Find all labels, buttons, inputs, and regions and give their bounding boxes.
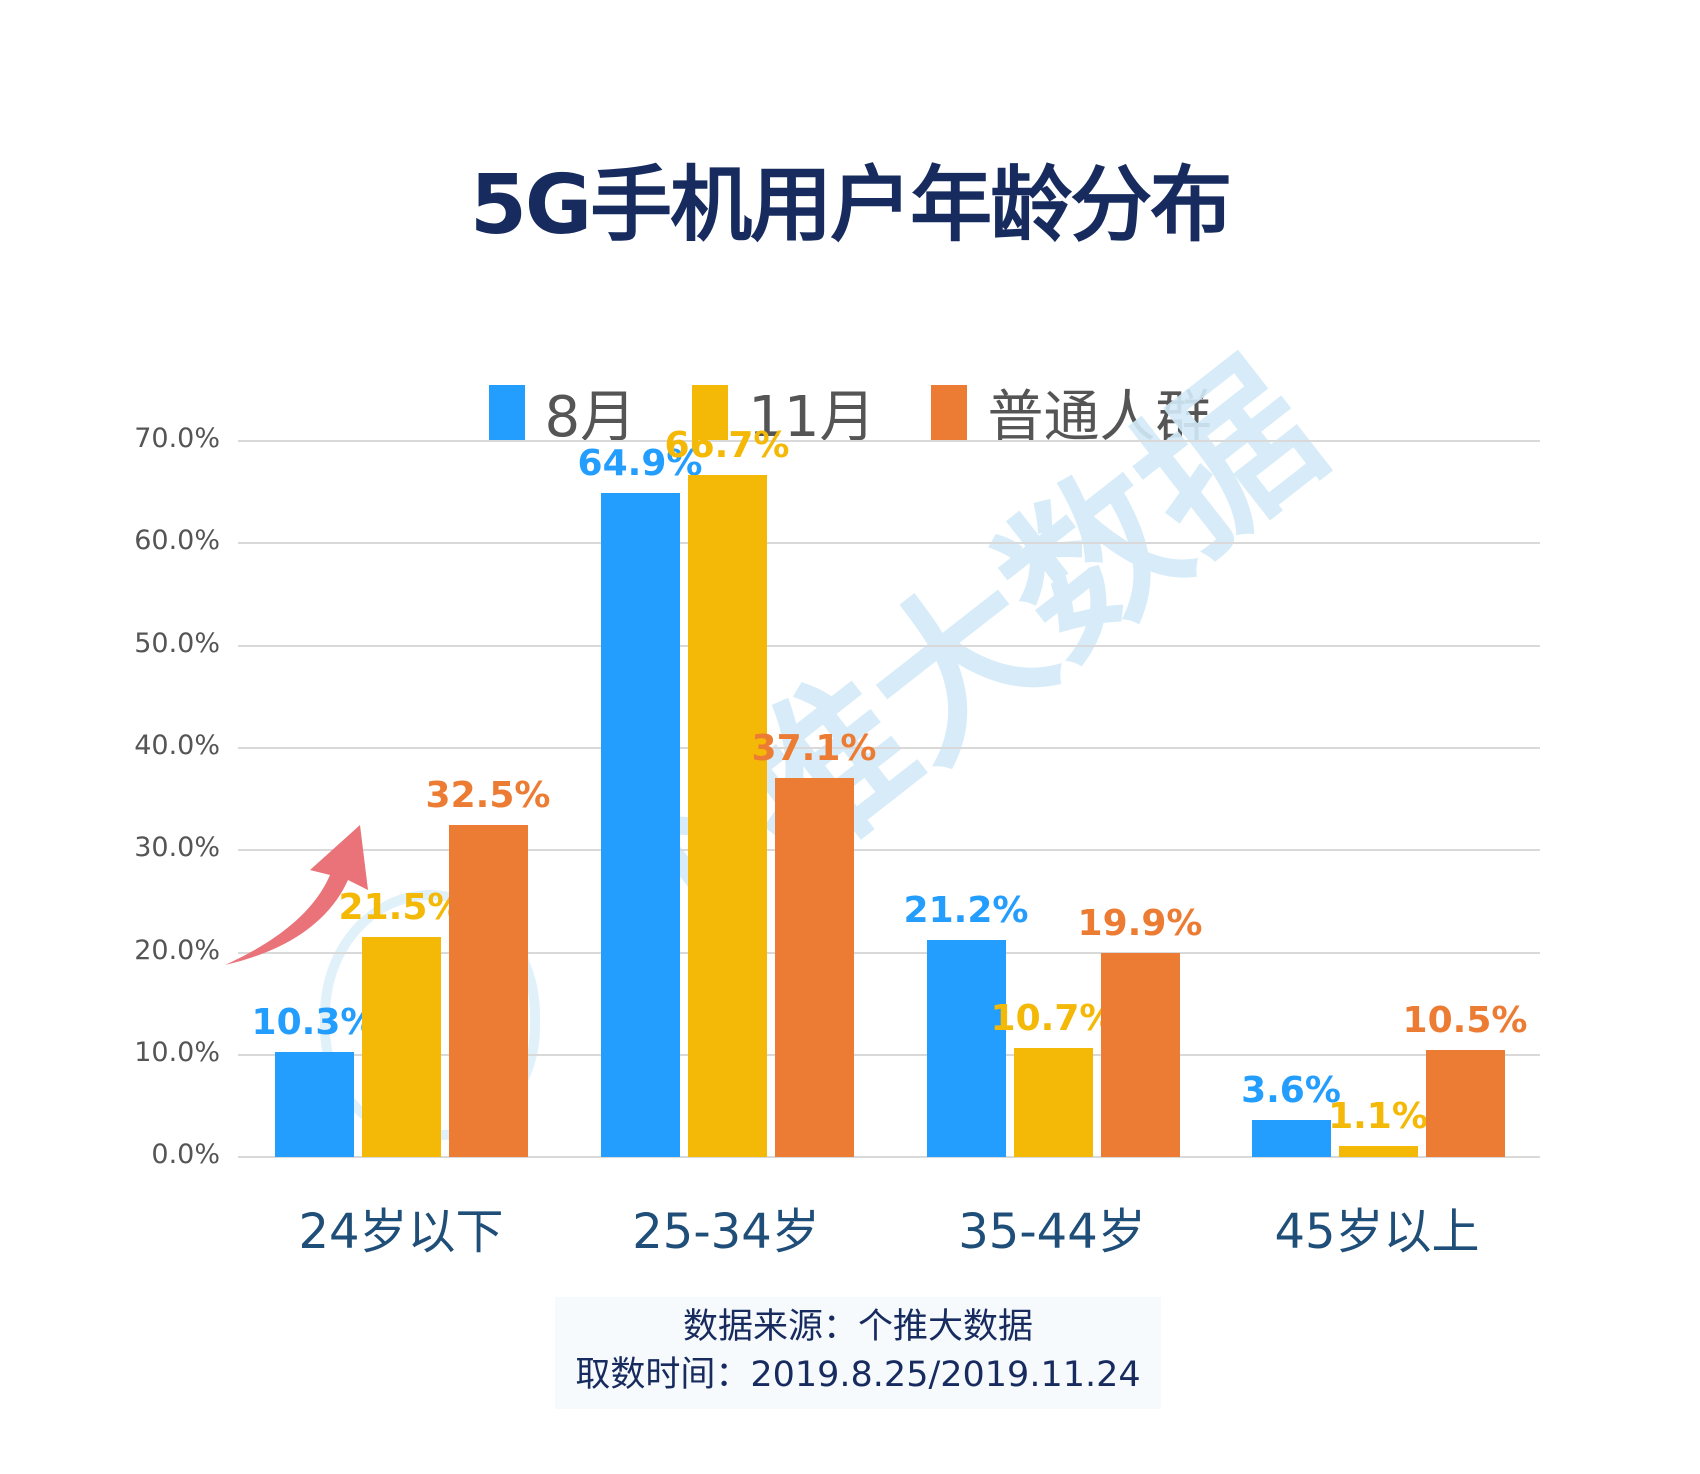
value-label: 10.7% bbox=[990, 997, 1116, 1039]
gridline-30 bbox=[238, 849, 1540, 851]
xlabel-25-34: 25-34岁 bbox=[632, 1204, 820, 1260]
value-label: 21.2% bbox=[903, 890, 1029, 932]
value-label: 66.7% bbox=[664, 424, 790, 466]
legend-label-nov: 11月 bbox=[748, 385, 876, 450]
legend-item-general: 普通人群 bbox=[931, 372, 1211, 453]
legend-swatch-nov bbox=[692, 384, 729, 441]
value-label: 64.9% bbox=[577, 443, 703, 485]
ytick-0: 0.0% bbox=[151, 1139, 220, 1170]
bar-0-1 bbox=[362, 937, 441, 1157]
bar-1-2 bbox=[775, 777, 854, 1157]
xlabel-under-24: 24岁以下 bbox=[298, 1204, 504, 1260]
bar-0-2 bbox=[449, 824, 528, 1157]
value-label: 10.5% bbox=[1402, 999, 1528, 1041]
bar-3-1 bbox=[1339, 1145, 1418, 1157]
xlabel-35-44: 35-44岁 bbox=[958, 1204, 1146, 1260]
bar-1-1 bbox=[688, 474, 767, 1157]
legend-swatch-aug bbox=[488, 384, 525, 441]
gridline-40 bbox=[238, 747, 1540, 749]
ytick-60: 60.0% bbox=[134, 525, 220, 556]
gridline-60 bbox=[238, 542, 1540, 544]
value-label: 10.3% bbox=[251, 1001, 377, 1043]
bar-3-0 bbox=[1252, 1120, 1331, 1157]
gridline-10 bbox=[238, 1054, 1540, 1056]
value-label: 21.5% bbox=[338, 887, 464, 929]
legend-item-aug: 8月 bbox=[488, 372, 637, 453]
x-axis-baseline bbox=[238, 1156, 1540, 1158]
bar-3-2 bbox=[1426, 1049, 1505, 1157]
legend-item-nov: 11月 bbox=[692, 372, 875, 453]
bar-0-0 bbox=[275, 1051, 354, 1157]
bar-2-1 bbox=[1014, 1047, 1093, 1157]
ytick-40: 40.0% bbox=[134, 730, 220, 761]
legend-swatch-general bbox=[931, 384, 968, 441]
ytick-20: 20.0% bbox=[134, 935, 220, 966]
legend-label-general: 普通人群 bbox=[987, 385, 1212, 450]
gridline-70 bbox=[238, 440, 1540, 442]
bar-2-2 bbox=[1101, 953, 1180, 1157]
source-line: 数据来源：个推大数据 bbox=[682, 1307, 1033, 1347]
trend-arrow-icon bbox=[225, 825, 368, 965]
xlabel-over-45: 45岁以上 bbox=[1274, 1204, 1480, 1260]
chart-title: 5G手机用户年龄分布 bbox=[469, 158, 1232, 253]
gridline-20 bbox=[238, 952, 1540, 954]
value-label: 3.6% bbox=[1241, 1070, 1341, 1112]
ytick-70: 70.0% bbox=[134, 423, 220, 454]
ytick-50: 50.0% bbox=[134, 628, 220, 659]
legend-label-aug: 8月 bbox=[544, 385, 637, 450]
ytick-30: 30.0% bbox=[134, 832, 220, 863]
bar-1-0 bbox=[601, 493, 680, 1157]
value-label: 32.5% bbox=[425, 774, 551, 816]
bar-2-0 bbox=[927, 940, 1006, 1157]
legend: 8月 11月 普通人群 bbox=[0, 372, 1700, 453]
source-box: 数据来源：个推大数据 取数时间：2019.8.25/2019.11.24 bbox=[555, 1297, 1161, 1409]
gridline-50 bbox=[238, 645, 1540, 647]
value-label: 19.9% bbox=[1077, 903, 1203, 945]
value-label: 1.1% bbox=[1328, 1095, 1428, 1137]
value-label: 37.1% bbox=[751, 727, 877, 769]
ytick-10: 10.0% bbox=[134, 1037, 220, 1068]
date-range-line: 取数时间：2019.8.25/2019.11.24 bbox=[575, 1355, 1141, 1395]
